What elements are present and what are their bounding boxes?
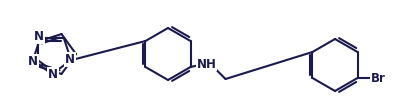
Text: NH: NH <box>197 57 216 70</box>
Text: N: N <box>28 55 38 68</box>
Text: Br: Br <box>371 71 386 84</box>
Text: N: N <box>65 53 75 66</box>
Text: N: N <box>34 30 44 43</box>
Text: N: N <box>48 67 58 80</box>
